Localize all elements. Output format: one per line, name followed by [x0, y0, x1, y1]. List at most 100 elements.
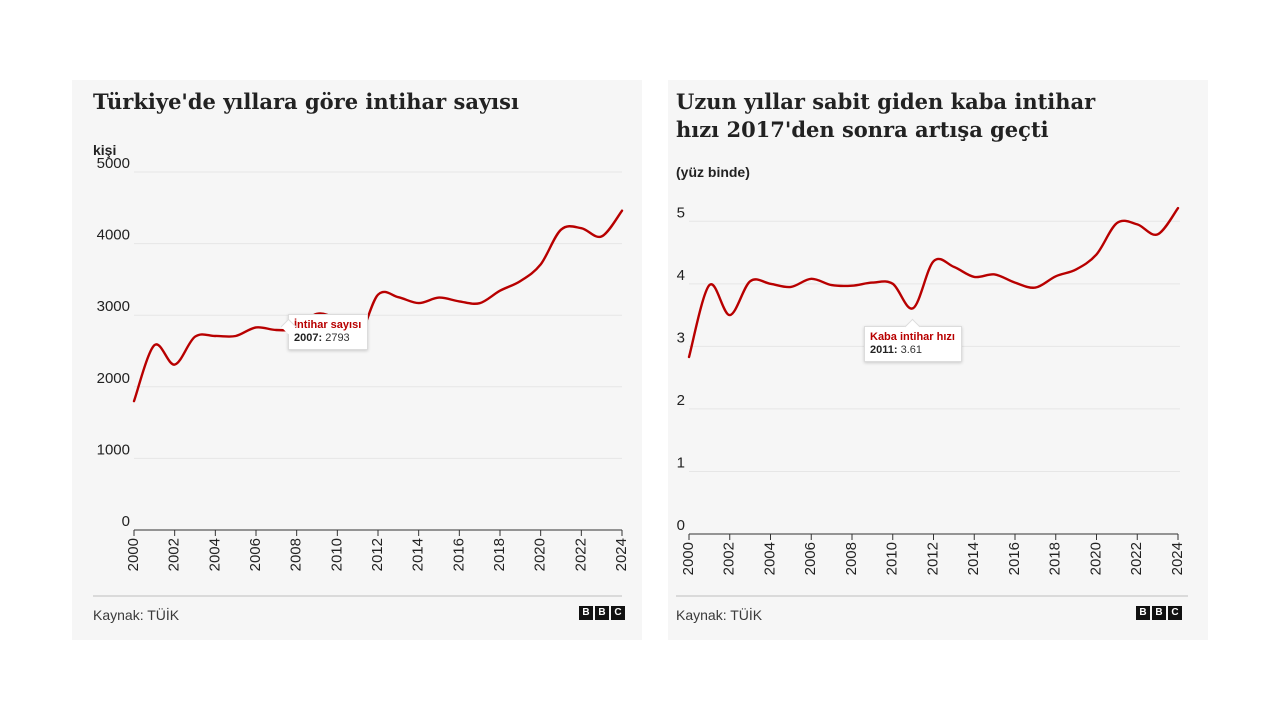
data-point[interactable] — [785, 281, 797, 293]
data-point[interactable] — [1029, 282, 1041, 294]
x-tick-label: 2004 — [761, 542, 778, 575]
data-tooltip: Kaba intihar hızı 2011: 3.61 — [864, 318, 962, 362]
data-point[interactable] — [1152, 228, 1164, 240]
data-point[interactable] — [887, 278, 899, 290]
series-line[interactable] — [687, 206, 1180, 359]
x-tick-label: 2000 — [680, 542, 697, 575]
source-note: Kaynak: TÜİK — [676, 607, 763, 623]
x-tick-label: 2010 — [884, 542, 901, 575]
data-tooltip: İntihar sayısı 2007: 2793 — [280, 314, 369, 350]
tooltip-series-name: Kaba intihar hızı — [870, 331, 955, 343]
x-tick-label: 2008 — [288, 538, 305, 571]
data-point[interactable] — [514, 275, 526, 287]
data-point[interactable] — [230, 330, 242, 342]
y-axis-unit-label: kişi — [93, 142, 117, 158]
y-tick-label: 2000 — [97, 370, 130, 387]
x-tick-label: 2022 — [572, 538, 589, 571]
y-tick-label: 0 — [122, 513, 130, 530]
data-point[interactable] — [474, 297, 486, 309]
line-chart-suicide-count: 0 1000 2000 3000 4000 5000 2000 2002 2004 2006 200… — [93, 155, 630, 597]
data-point[interactable] — [392, 291, 404, 303]
data-point[interactable] — [453, 295, 465, 307]
data-point[interactable] — [616, 205, 628, 217]
data-point[interactable] — [535, 258, 547, 270]
bbc-logo-letter: C — [1168, 606, 1182, 620]
data-point[interactable] — [494, 285, 506, 297]
bbc-logo: B B C — [579, 606, 625, 620]
bbc-logo-letter: C — [611, 606, 625, 620]
bbc-logo-letter: B — [579, 606, 593, 620]
x-tick-label: 2010 — [328, 538, 345, 571]
data-point[interactable] — [1131, 218, 1143, 230]
data-point[interactable] — [169, 359, 181, 371]
data-point[interactable] — [744, 275, 756, 287]
data-point[interactable] — [1009, 277, 1021, 289]
bbc-logo-letter: B — [1136, 606, 1150, 620]
x-tick-label: 2012 — [369, 538, 386, 571]
data-point[interactable] — [907, 302, 919, 314]
tooltip-value: 2793 — [325, 332, 350, 344]
data-point[interactable] — [826, 279, 838, 291]
line-chart-crude-suicide-rate: 0 1 2 3 4 5 2000 2002 2004 2006 2008 2010 2012 2014 20… — [676, 202, 1188, 597]
chart-title: Uzun yıllar sabit giden kaba intihar hız… — [676, 89, 1096, 142]
data-point[interactable] — [765, 278, 777, 290]
data-point[interactable] — [209, 330, 221, 342]
y-tick-label: 5 — [677, 204, 685, 221]
data-point[interactable] — [575, 222, 587, 234]
data-point[interactable] — [189, 331, 201, 343]
x-tick-label: 2008 — [843, 542, 860, 575]
x-tick-label: 2018 — [491, 538, 508, 571]
data-point[interactable] — [413, 297, 425, 309]
y-axis-unit-label: (yüz binde) — [676, 164, 750, 180]
tooltip-series-name: İntihar sayısı — [294, 319, 362, 331]
data-point[interactable] — [1050, 270, 1062, 282]
data-point[interactable] — [1111, 217, 1123, 229]
x-tick-label: 2002 — [721, 542, 738, 575]
x-tick-label: 2006 — [802, 542, 819, 575]
data-point[interactable] — [989, 268, 1001, 280]
x-tick-label: 2020 — [1087, 542, 1104, 575]
x-tick-label: 2004 — [206, 538, 223, 571]
x-tick-label: 2014 — [410, 538, 427, 571]
tooltip-year: 2007: — [294, 332, 323, 344]
x-tick-label: 2012 — [924, 542, 941, 575]
data-point[interactable] — [948, 261, 960, 273]
series-line[interactable] — [132, 209, 624, 403]
chart-panel-crude-suicide-rate: Uzun yıllar sabit giden kaba intihar hız… — [668, 80, 1208, 640]
data-point[interactable] — [1091, 248, 1103, 260]
x-tick-label: 2002 — [166, 538, 183, 571]
data-point[interactable] — [555, 224, 567, 236]
x-tick-label: 2016 — [1006, 542, 1023, 575]
bbc-logo: B B C — [1136, 606, 1182, 620]
chart-panel-suicide-count: Türkiye'de yıllara göre intihar sayısı k… — [72, 80, 642, 640]
data-point[interactable] — [805, 273, 817, 285]
data-point[interactable] — [1172, 202, 1184, 214]
data-point[interactable] — [596, 230, 608, 242]
y-tick-label: 0 — [677, 517, 685, 534]
data-point[interactable] — [433, 292, 445, 304]
x-tick-label: 2014 — [965, 542, 982, 575]
x-tick-label: 2024 — [1169, 542, 1186, 575]
data-point[interactable] — [148, 339, 160, 351]
data-point[interactable] — [928, 255, 940, 267]
x-tick-label: 2000 — [125, 538, 142, 571]
data-point[interactable] — [372, 289, 384, 301]
data-point[interactable] — [846, 280, 858, 292]
x-tick-label: 2018 — [1047, 542, 1064, 575]
data-point[interactable] — [703, 279, 715, 291]
data-point[interactable] — [250, 321, 262, 333]
data-point[interactable] — [866, 277, 878, 289]
bbc-logo-letter: B — [595, 606, 609, 620]
y-tick-label: 4 — [677, 267, 685, 284]
data-point[interactable] — [128, 395, 140, 407]
data-point[interactable] — [1070, 263, 1082, 275]
data-point[interactable] — [683, 351, 695, 363]
y-tick-label: 1000 — [97, 441, 130, 458]
x-tick-label: 2016 — [450, 538, 467, 571]
tooltip-value: 3.61 — [900, 344, 923, 356]
data-point[interactable] — [968, 271, 980, 283]
x-tick-label: 2024 — [613, 538, 630, 571]
data-point[interactable] — [724, 309, 736, 321]
source-note: Kaynak: TÜİK — [93, 607, 180, 623]
tooltip-year: 2011: — [870, 344, 898, 356]
